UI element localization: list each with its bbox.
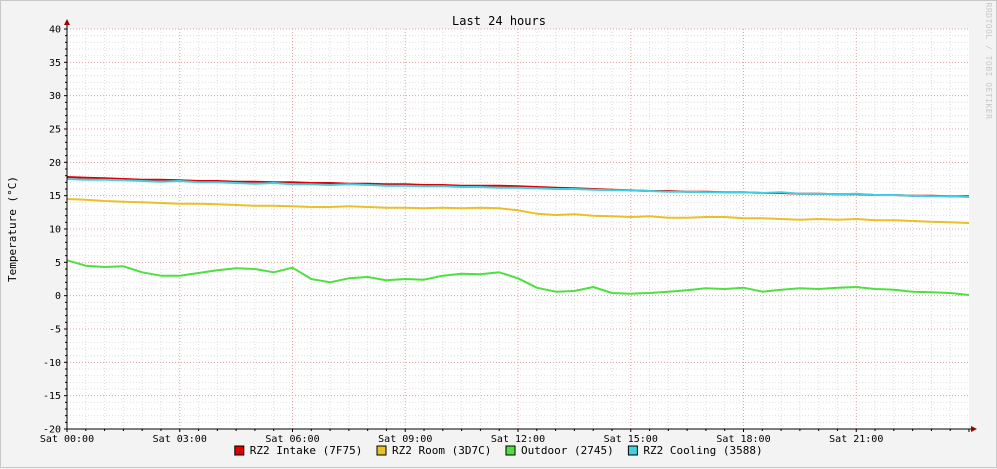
- y-tick-label: 30: [49, 91, 61, 102]
- y-tick-label: 10: [49, 225, 61, 236]
- y-tick-labels: 40 35 30 25 20 15 10 5 0 -5 -10 -15 -20: [43, 25, 61, 436]
- y-tick-label: -10: [43, 358, 61, 369]
- x-tick-label: Sat 15:00: [604, 434, 658, 445]
- y-tick-label: 40: [49, 25, 61, 36]
- x-tick-label: Sat 12:00: [491, 434, 545, 445]
- x-axis-arrow: [971, 426, 977, 432]
- x-tick-label: Sat 00:00: [40, 434, 94, 445]
- legend-swatch-1: [376, 445, 387, 456]
- y-tick-label: -5: [49, 325, 61, 336]
- y-tick-label: -15: [43, 391, 61, 402]
- watermark-text: RRDTOOL / TOBI OETIKER: [984, 3, 993, 120]
- axes: [64, 19, 977, 432]
- legend-swatch-2: [505, 445, 516, 456]
- legend-label-0: RZ2 Intake (7F75): [250, 444, 363, 457]
- series-line-2: [66, 259, 970, 296]
- series-line-1: [66, 198, 970, 224]
- y-tick-label: 25: [49, 125, 61, 136]
- grid-lines: [66, 28, 969, 430]
- series-lines: [66, 176, 970, 296]
- legend-label-3: RZ2 Cooling (3588): [643, 444, 762, 457]
- y-tick-label: 35: [49, 58, 61, 69]
- y-tick-label: 20: [49, 158, 61, 169]
- y-axis-label: Temperature (°C): [6, 176, 19, 282]
- x-tick-label: Sat 09:00: [378, 434, 432, 445]
- legend-swatch-0: [234, 445, 245, 456]
- x-tick-label: Sat 06:00: [265, 434, 319, 445]
- legend-label-2: Outdoor (2745): [521, 444, 614, 457]
- chart-title: Last 24 hours: [452, 14, 546, 28]
- legend-swatch-3: [627, 445, 638, 456]
- y-tick-label: 5: [55, 258, 61, 269]
- y-tick-label: -20: [43, 425, 61, 436]
- x-tick-label: Sat 03:00: [153, 434, 207, 445]
- legend: RZ2 Intake (7F75) RZ2 Room (3D7C) Outdoor …: [234, 444, 763, 457]
- x-tick-label: Sat 18:00: [716, 434, 770, 445]
- y-tick-label: 0: [55, 291, 61, 302]
- x-tick-labels: Sat 00:00 Sat 03:00 Sat 06:00 Sat 09:00 Sat …: [40, 434, 883, 445]
- y-tick-label: 15: [49, 191, 61, 202]
- series-line-3: [66, 178, 970, 198]
- legend-label-1: RZ2 Room (3D7C): [392, 444, 491, 457]
- x-tick-label: Sat 21:00: [829, 434, 883, 445]
- y-axis-arrow: [64, 19, 70, 25]
